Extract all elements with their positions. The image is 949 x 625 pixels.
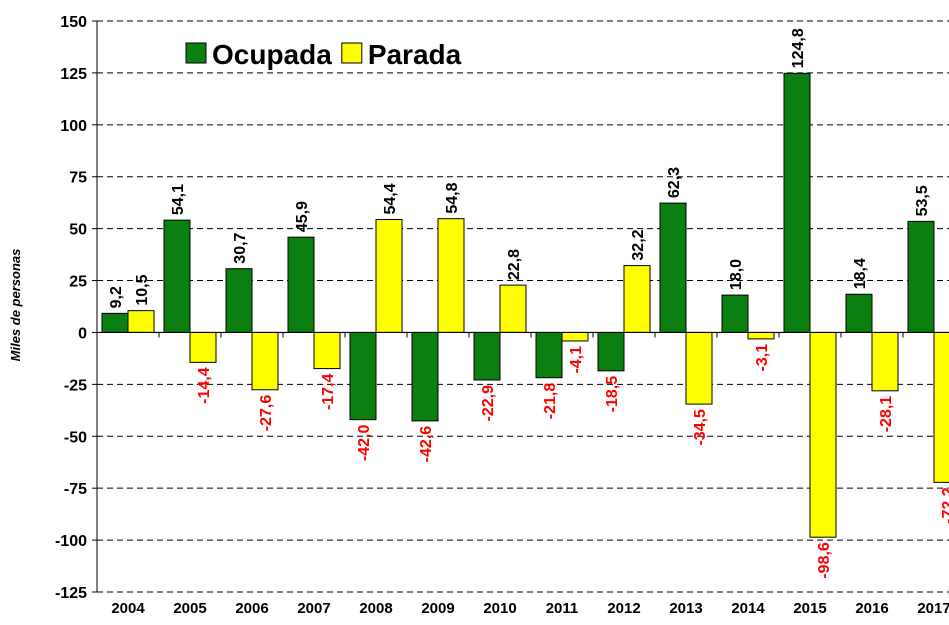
bar bbox=[375, 219, 403, 333]
data-label: -72,2 bbox=[940, 487, 949, 524]
bar bbox=[163, 219, 191, 333]
bar bbox=[287, 236, 315, 333]
x-tick-label: 2014 bbox=[731, 600, 765, 617]
data-label: 124,8 bbox=[790, 28, 807, 68]
x-tick-label: 2012 bbox=[607, 600, 640, 617]
data-label: 22,8 bbox=[506, 249, 523, 280]
bar bbox=[809, 331, 837, 538]
x-tick-label: 2005 bbox=[173, 600, 206, 617]
data-label: 10,5 bbox=[134, 274, 151, 305]
bar bbox=[685, 331, 713, 405]
data-label: -22,9 bbox=[480, 385, 497, 422]
y-tick-label: 125 bbox=[60, 66, 87, 83]
legend-label: Ocupada bbox=[212, 39, 332, 70]
data-label: 18,4 bbox=[852, 258, 869, 289]
data-label: -42,6 bbox=[418, 426, 435, 463]
y-tick-label: -50 bbox=[64, 429, 87, 446]
y-tick-label: 100 bbox=[60, 118, 87, 135]
x-tick-label: 2017 bbox=[917, 600, 949, 617]
x-tick-label: 2016 bbox=[855, 600, 888, 617]
bar bbox=[313, 331, 341, 370]
bar bbox=[127, 310, 155, 333]
y-tick-label: 25 bbox=[69, 274, 87, 291]
y-axis-label: Miles de personas bbox=[8, 249, 23, 362]
data-label: 54,4 bbox=[382, 183, 399, 214]
data-label: -17,4 bbox=[320, 373, 337, 410]
y-tick-label: 0 bbox=[78, 325, 87, 342]
bar bbox=[747, 331, 775, 340]
bar bbox=[933, 331, 949, 483]
bar bbox=[597, 331, 625, 372]
y-tick-label: -25 bbox=[64, 377, 87, 394]
x-tick-label: 2011 bbox=[546, 600, 579, 617]
data-label: -3,1 bbox=[754, 344, 771, 372]
data-label: 45,9 bbox=[294, 201, 311, 232]
data-label: -21,8 bbox=[542, 383, 559, 420]
data-label: 62,3 bbox=[666, 167, 683, 198]
y-tick-label: 50 bbox=[69, 222, 87, 239]
y-tick-label: -100 bbox=[55, 533, 87, 550]
data-label: 30,7 bbox=[232, 232, 249, 263]
data-label: -98,6 bbox=[816, 542, 833, 579]
data-label: 53,5 bbox=[914, 185, 931, 216]
legend-swatch bbox=[185, 42, 207, 64]
y-tick-label: 150 bbox=[60, 14, 87, 31]
bar bbox=[225, 268, 253, 333]
x-tick-label: 2004 bbox=[111, 600, 145, 617]
bar bbox=[623, 265, 651, 333]
data-label: 54,1 bbox=[170, 184, 187, 215]
data-label: -18,5 bbox=[604, 376, 621, 413]
bar bbox=[499, 284, 527, 333]
data-label: 18,0 bbox=[728, 259, 745, 290]
x-tick-label: 2006 bbox=[235, 600, 268, 617]
data-label: -28,1 bbox=[878, 396, 895, 433]
data-label: -27,6 bbox=[258, 395, 275, 432]
data-label: 9,2 bbox=[108, 286, 125, 308]
x-tick-label: 2013 bbox=[669, 600, 702, 617]
x-tick-label: 2015 bbox=[793, 600, 826, 617]
x-tick-label: 2008 bbox=[359, 600, 392, 617]
bar bbox=[437, 218, 465, 333]
bar bbox=[101, 312, 129, 333]
bar bbox=[721, 294, 749, 333]
bar bbox=[561, 331, 589, 342]
data-label: 54,8 bbox=[444, 182, 461, 213]
bar bbox=[871, 331, 899, 392]
legend-swatch bbox=[341, 42, 363, 64]
data-label: -42,0 bbox=[356, 425, 373, 462]
y-tick-label: -125 bbox=[55, 585, 87, 602]
bar bbox=[411, 331, 439, 422]
y-tick-label: 75 bbox=[69, 170, 87, 187]
legend-label: Parada bbox=[368, 39, 462, 70]
y-tick-label: -75 bbox=[64, 481, 87, 498]
bar bbox=[845, 293, 873, 333]
bar bbox=[783, 72, 811, 333]
bar bbox=[251, 331, 279, 391]
data-label: -34,5 bbox=[692, 409, 709, 446]
data-label: -14,4 bbox=[196, 367, 213, 404]
x-tick-label: 2009 bbox=[421, 600, 454, 617]
data-label: 32,2 bbox=[630, 229, 647, 260]
bar bbox=[907, 220, 935, 333]
bar bbox=[473, 331, 501, 381]
x-tick-label: 2007 bbox=[297, 600, 330, 617]
data-label: -4,1 bbox=[568, 346, 585, 374]
bar bbox=[659, 202, 687, 333]
bar bbox=[349, 331, 377, 421]
bar bbox=[535, 331, 563, 379]
bar bbox=[189, 331, 217, 363]
x-tick-label: 2010 bbox=[483, 600, 516, 617]
